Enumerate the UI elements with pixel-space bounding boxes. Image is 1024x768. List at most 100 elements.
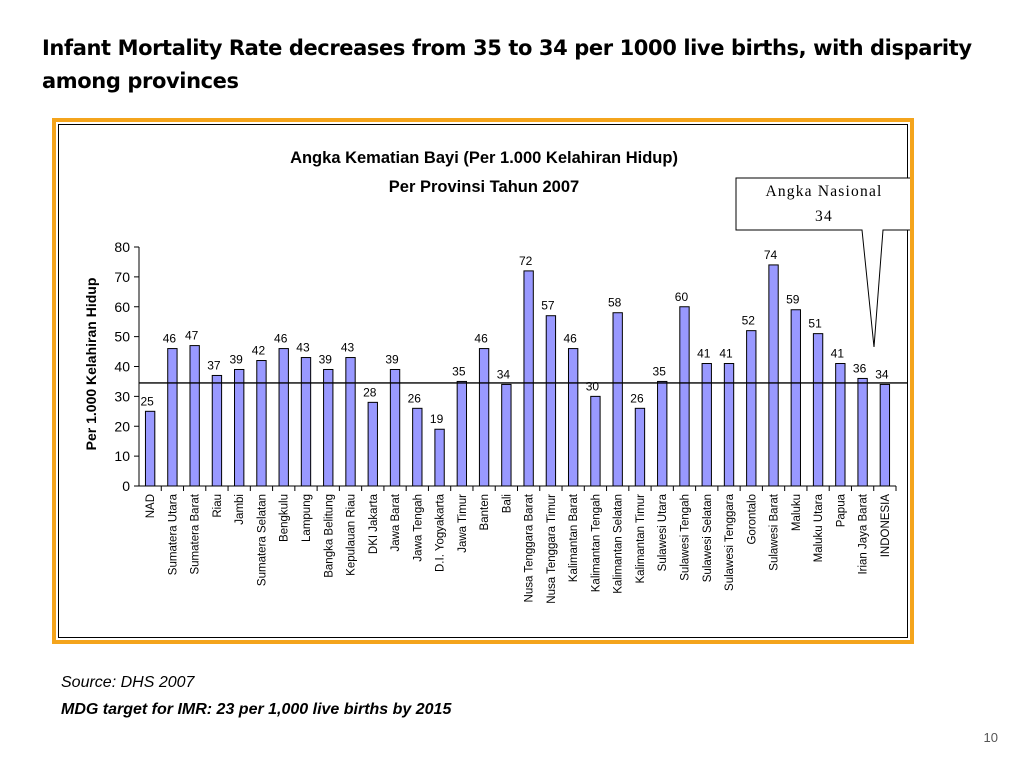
category-label: Nusa Tenggara Timur: [546, 494, 558, 604]
chart-subtitle: Per Provinsi Tahun 2007: [389, 178, 579, 196]
category-label: Sumatera Barat: [190, 493, 202, 574]
data-label: 26: [630, 391, 644, 405]
data-label: 30: [586, 379, 600, 393]
bar: [300, 357, 312, 487]
source-note: Source: DHS 2007: [61, 674, 195, 691]
data-label: 41: [719, 347, 733, 361]
category-label: Bangka Belitung: [323, 494, 335, 578]
data-label: 46: [474, 332, 488, 346]
category-label: Sulawesi Selatan: [702, 494, 714, 582]
category-label: Jambi: [234, 494, 246, 525]
data-label: 19: [430, 412, 444, 426]
bar: [167, 348, 178, 487]
category-label: Kalimantan Timur: [635, 494, 647, 584]
bar: [412, 407, 423, 487]
bar: [746, 330, 757, 487]
callout-value: 34: [815, 208, 833, 225]
y-tick-label: 40: [114, 359, 130, 375]
category-label: Bengkulu: [279, 494, 291, 542]
y-tick-label: 80: [114, 239, 130, 255]
bar: [367, 401, 378, 487]
bar: [879, 383, 891, 487]
bar: [634, 407, 646, 487]
category-label: NAD: [145, 494, 157, 518]
data-label: 52: [742, 314, 756, 328]
y-tick-label: 50: [114, 329, 130, 345]
bar: [657, 380, 668, 487]
category-label: D.I. Yogyakarta: [435, 493, 447, 572]
data-label: 39: [230, 352, 244, 366]
national-average-callout: Angka Nasional 34: [735, 177, 910, 348]
bar: [323, 368, 334, 487]
category-label: Kalimantan Barat: [568, 493, 580, 582]
data-label: 46: [163, 332, 177, 346]
category-label: Kalimantan Selatan: [613, 494, 625, 594]
bar: [478, 348, 490, 487]
callout-box: [735, 177, 910, 348]
category-label: Papua: [835, 493, 847, 527]
bar: [278, 348, 289, 487]
data-label: 74: [764, 248, 778, 262]
category-label: Maluku: [791, 494, 803, 531]
data-label: 34: [497, 367, 511, 381]
bar: [144, 410, 156, 487]
chart-inner-border: [58, 124, 908, 638]
data-label: 43: [296, 341, 310, 355]
page-number: 10: [983, 730, 998, 745]
data-label: 41: [831, 347, 845, 361]
data-label: 43: [341, 341, 355, 355]
data-label: 47: [185, 329, 199, 343]
data-label: 25: [140, 394, 154, 408]
data-label: 59: [786, 293, 800, 307]
data-label: 26: [408, 391, 422, 405]
bar: [590, 395, 601, 487]
slide-title: Infant Mortality Rate decreases from 35 …: [42, 36, 972, 93]
data-label: 51: [808, 317, 822, 331]
category-label: Jawa Barat: [390, 493, 402, 551]
bar: [256, 360, 267, 487]
bar: [545, 315, 557, 487]
bar: [389, 368, 401, 487]
category-label: Banten: [479, 494, 491, 530]
data-label: 35: [653, 364, 667, 378]
data-label: 60: [675, 290, 689, 304]
chart-title: Angka Kematian Bayi (Per 1.000 Kelahiran…: [290, 149, 678, 167]
bar: [812, 333, 824, 487]
data-label: 28: [363, 385, 377, 399]
data-label: 72: [519, 254, 533, 268]
category-label: Riau: [212, 494, 224, 518]
category-label: Sulawesi Utara: [657, 493, 669, 571]
y-tick-label: 60: [114, 299, 130, 315]
y-tick-label: 20: [114, 418, 130, 434]
data-label: 36: [853, 361, 867, 375]
bar: [523, 270, 534, 487]
category-label: INDONESIA: [880, 494, 892, 558]
mdg-target-note: MDG target for IMR: 23 per 1,000 live bi…: [61, 701, 452, 718]
bar: [189, 345, 200, 487]
data-label: 34: [875, 367, 889, 381]
data-label: 35: [452, 364, 466, 378]
category-label: Sulawesi Tengah: [679, 494, 691, 581]
bar: [790, 309, 801, 487]
y-tick-label: 70: [114, 269, 130, 285]
category-label: Kalimantan Tengah: [590, 494, 602, 592]
category-label: DKI Jakarta: [368, 493, 380, 554]
callout-label: Angka Nasional: [765, 183, 882, 200]
bar: [501, 383, 512, 487]
category-label: Sulawesi Tenggara: [724, 493, 736, 591]
bar: [723, 363, 735, 487]
category-label: Sumatera Utara: [167, 493, 179, 575]
category-label: Jawa Timur: [457, 494, 469, 553]
bar: [434, 428, 445, 487]
bar: [234, 368, 245, 487]
bar: [835, 363, 846, 487]
bar: [857, 377, 868, 487]
data-label: 39: [385, 352, 399, 366]
data-label: 57: [541, 299, 555, 313]
bar: [345, 357, 356, 487]
category-label: Irian Jaya Barat: [858, 493, 870, 574]
y-tick-label: 0: [122, 478, 130, 494]
data-label: 46: [563, 332, 577, 346]
bar: [456, 380, 468, 487]
category-label: Lampung: [301, 494, 313, 542]
